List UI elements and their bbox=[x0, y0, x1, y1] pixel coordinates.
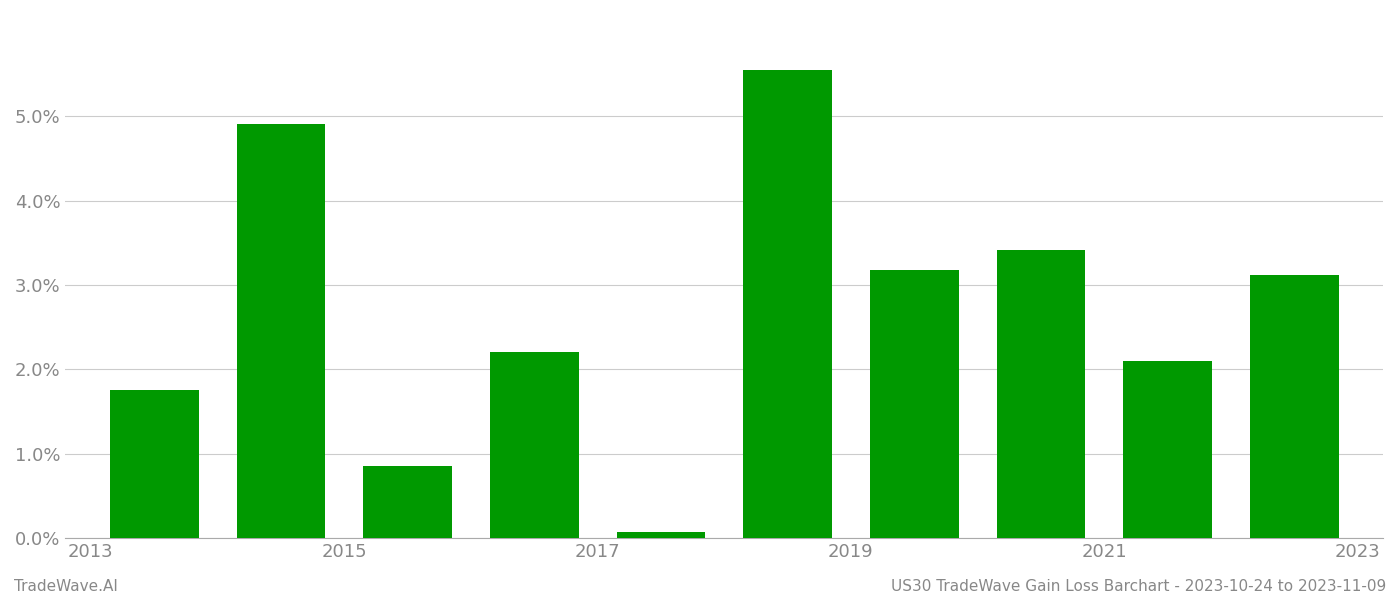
Bar bbox=[490, 352, 578, 538]
Text: US30 TradeWave Gain Loss Barchart - 2023-10-24 to 2023-11-09: US30 TradeWave Gain Loss Barchart - 2023… bbox=[890, 579, 1386, 594]
Bar bbox=[869, 270, 959, 538]
Bar bbox=[997, 250, 1085, 538]
Bar bbox=[743, 70, 832, 538]
Bar bbox=[1250, 275, 1338, 538]
Bar bbox=[237, 124, 325, 538]
Bar bbox=[616, 532, 706, 538]
Text: TradeWave.AI: TradeWave.AI bbox=[14, 579, 118, 594]
Bar bbox=[109, 390, 199, 538]
Bar bbox=[1123, 361, 1212, 538]
Bar bbox=[363, 466, 452, 538]
